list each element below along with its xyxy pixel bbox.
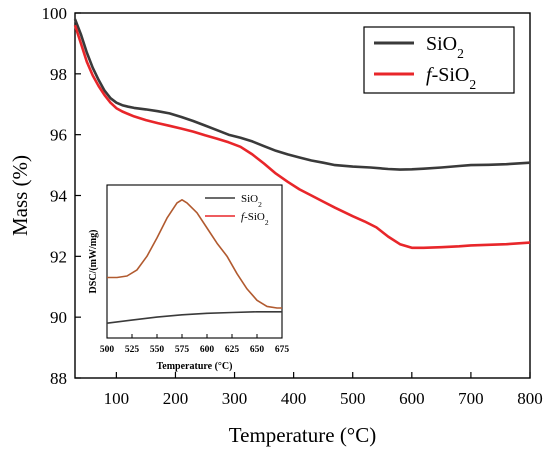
inset-legend-label-f-sio2-sub: 2 <box>265 218 269 227</box>
inset-x-tick-label: 500 <box>100 345 115 355</box>
x-axis-title: Temperature (°C) <box>229 423 376 447</box>
y-tick-label: 96 <box>50 126 67 145</box>
inset-legend-label-f-sio2: f-SiO2 <box>241 211 269 227</box>
y-tick-label: 92 <box>50 247 67 266</box>
x-tick-label: 500 <box>340 389 366 408</box>
y-tick-label: 94 <box>50 187 68 206</box>
main-legend-box <box>363 26 515 94</box>
y-tick-label: 98 <box>50 65 67 84</box>
legend-label-sio2: SiO2 <box>426 33 464 61</box>
inset-y-axis-title: DSC/(mW/mg) <box>88 230 99 294</box>
inset-legend-label-f-sio2-main: -SiO <box>244 211 265 223</box>
legend-label-f-sio2-main: -SiO <box>432 64 470 86</box>
x-tick-label: 400 <box>281 389 307 408</box>
inset-legend-label-sio2-main: SiO <box>241 193 258 205</box>
inset-series-line-f-sio2 <box>107 199 282 309</box>
inset-x-tick-label: 600 <box>200 345 215 355</box>
inset-x-axis-title: Temperature (°C) <box>157 361 233 372</box>
inset-x-tick-label: 650 <box>250 345 265 355</box>
inset-frame <box>106 184 283 339</box>
inset-series-line-sio2 <box>106 311 282 324</box>
inset-x-tick-label: 525 <box>125 345 140 355</box>
legend-label-sio2-sub: 2 <box>457 46 464 61</box>
y-tick-label: 100 <box>42 4 68 23</box>
inset-x-tick-label: 675 <box>275 345 290 355</box>
inset-x-tick-label: 575 <box>175 345 190 355</box>
inset-legend-label-f-sio2-prefix: f <box>241 211 246 223</box>
series-line-sio2 <box>73 18 531 171</box>
inset-x-tick-label: 625 <box>225 345 240 355</box>
inset-x-tick-label: 550 <box>150 345 165 355</box>
x-tick-label: 800 <box>517 389 543 408</box>
y-tick-label: 90 <box>50 308 67 327</box>
legend-label-sio2-main: SiO <box>426 33 457 55</box>
x-tick-label: 700 <box>458 389 484 408</box>
x-tick-label: 600 <box>399 389 425 408</box>
legend-label-f-sio2: f-SiO2 <box>426 64 476 92</box>
legend-label-f-sio2-sub: 2 <box>469 77 476 92</box>
inset-legend-label-sio2: SiO2 <box>241 193 262 209</box>
legend-label-f-sio2-prefix: f <box>426 64 434 86</box>
x-tick-label: 200 <box>163 389 189 408</box>
y-tick-label: 88 <box>50 369 67 388</box>
x-tick-label: 100 <box>104 389 130 408</box>
inset-legend-label-sio2-sub: 2 <box>258 200 262 209</box>
y-axis-title: Mass (%) <box>8 155 32 236</box>
x-tick-label: 300 <box>222 389 248 408</box>
series-line-f-sio2 <box>73 24 531 250</box>
